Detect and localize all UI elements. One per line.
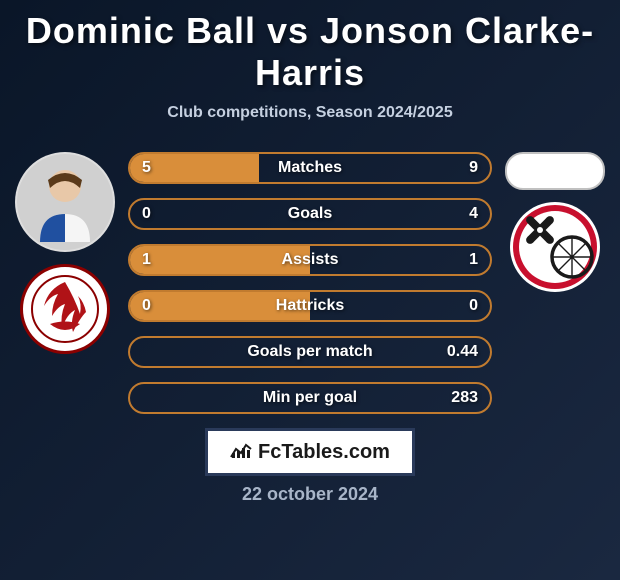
date-text: 22 october 2024 (10, 484, 610, 505)
stats-column: 5 Matches 9 0 Goals 4 1 Assists 1 0 Hattricks 0 Goal… (128, 152, 492, 414)
stat-label: Assists (282, 251, 339, 269)
stat-bar: 1 Assists 1 (128, 244, 492, 276)
stat-value-right: 9 (469, 159, 478, 177)
stat-label: Min per goal (263, 389, 357, 407)
chart-icon (230, 441, 252, 464)
stat-value-right: 0.44 (447, 343, 478, 361)
player2-photo-placeholder (505, 152, 605, 190)
stat-bar: 5 Matches 9 (128, 152, 492, 184)
main-row: 5 Matches 9 0 Goals 4 1 Assists 1 0 Hattricks 0 Goal… (10, 152, 610, 414)
stat-value-left: 0 (142, 205, 151, 223)
stat-label: Hattricks (276, 297, 344, 315)
player1-club-badge (20, 264, 110, 354)
stat-bar: Min per goal 283 (128, 382, 492, 414)
player1-avatar-icon (30, 162, 100, 242)
stat-value-right: 283 (451, 389, 478, 407)
stat-bar: 0 Goals 4 (128, 198, 492, 230)
stat-bar: Goals per match 0.44 (128, 336, 492, 368)
stat-value-left: 5 (142, 159, 151, 177)
stat-value-right: 4 (469, 205, 478, 223)
page-title: Dominic Ball vs Jonson Clarke-Harris (10, 10, 610, 94)
player1-photo (15, 152, 115, 252)
player2-club-badge (510, 202, 600, 292)
player1-column (10, 152, 120, 354)
player2-column (500, 152, 610, 292)
branding-text: FcTables.com (258, 441, 390, 464)
rotherham-crest-icon (510, 202, 600, 292)
stat-label: Goals (288, 205, 332, 223)
stat-label: Goals per match (247, 343, 372, 361)
branding-box: FcTables.com (205, 428, 415, 476)
leyton-orient-crest-icon (30, 274, 100, 344)
stat-value-left: 0 (142, 297, 151, 315)
stat-value-right: 0 (469, 297, 478, 315)
stat-bar: 0 Hattricks 0 (128, 290, 492, 322)
stat-label: Matches (278, 159, 342, 177)
stat-value-left: 1 (142, 251, 151, 269)
stat-value-right: 1 (469, 251, 478, 269)
comparison-container: Dominic Ball vs Jonson Clarke-Harris Clu… (0, 0, 620, 580)
subtitle: Club competitions, Season 2024/2025 (10, 104, 610, 122)
